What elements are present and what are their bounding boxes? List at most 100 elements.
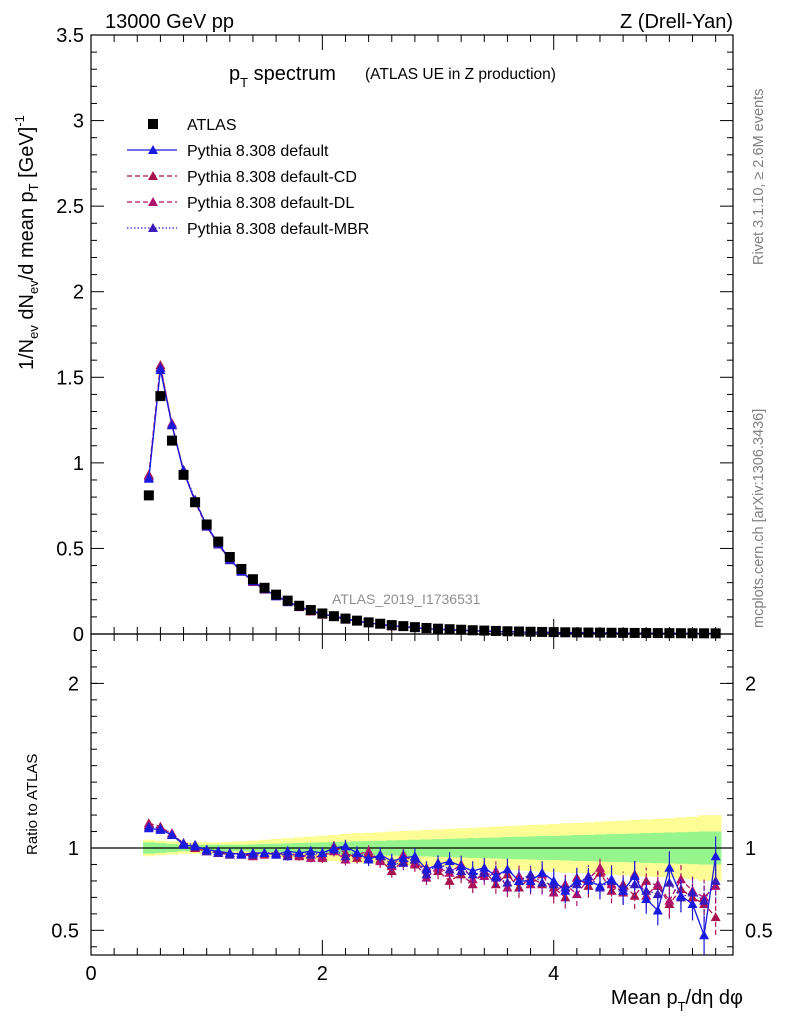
ratio-point: [352, 847, 363, 857]
atlas-point: [583, 627, 594, 638]
ratio-y-axis-label: Ratio to ATLAS: [24, 754, 41, 855]
legend-label: Pythia 8.308 default-CD: [187, 169, 357, 186]
legend-marker: [148, 145, 158, 154]
y-tick-label: 1: [73, 453, 84, 475]
atlas-point: [699, 628, 710, 639]
atlas-point: [675, 628, 686, 639]
atlas-point: [421, 623, 432, 634]
y-tick-label: 2.5: [56, 196, 84, 218]
ratio-point: [664, 895, 675, 905]
atlas-point: [514, 626, 524, 637]
atlas-point: [143, 490, 154, 501]
ratio-point: [282, 846, 293, 856]
ratio-point: [652, 879, 663, 889]
legend-marker: [148, 119, 158, 129]
ratio-point: [641, 894, 652, 904]
ratio-point: [166, 829, 177, 839]
ratio-point: [675, 874, 686, 884]
ratio-point: [664, 862, 675, 872]
ratio-point: [710, 851, 721, 861]
ratio-point: [328, 843, 339, 852]
y-tick-label: 3: [73, 111, 84, 133]
y-tick-label: 1.5: [56, 367, 84, 389]
atlas-point: [629, 627, 640, 638]
legend-marker: [148, 223, 158, 232]
ratio-line-3: [148, 825, 717, 902]
analysis-label: ATLAS_2019_I1736531: [332, 591, 481, 607]
ratio-point: [456, 861, 467, 871]
ratio-point: [213, 846, 224, 856]
y-tick-label: 0.5: [56, 538, 84, 560]
y-tick-label: 0: [73, 624, 84, 646]
ratio-point: [548, 875, 559, 885]
x-axis-label: Mean pT/dη dφ: [611, 987, 743, 1014]
ratio-point: [190, 841, 201, 851]
x-tick-label: 0: [85, 963, 96, 985]
header-left-label: 13000 GeV pp: [105, 11, 234, 33]
ratio-point: [710, 875, 721, 885]
atlas-point: [282, 595, 293, 606]
ratio-point: [675, 890, 686, 900]
ratio-point: [629, 870, 640, 880]
ratio-point: [652, 889, 663, 899]
y-tick-label: 2: [73, 282, 84, 304]
legend-marker: [148, 171, 158, 180]
ratio-point: [363, 846, 374, 856]
atlas-point: [190, 497, 201, 508]
atlas-point: [213, 536, 224, 547]
ratio-point: [710, 880, 721, 890]
ratio-point: [594, 862, 605, 872]
ratio-point: [514, 875, 524, 885]
ratio-point: [594, 880, 605, 890]
ratio-tick-label: 1: [68, 838, 79, 860]
ratio-point: [155, 824, 166, 834]
ratio-point: [502, 864, 513, 874]
ratio-point: [224, 847, 235, 857]
ratio-point: [606, 874, 617, 884]
legend-label: ATLAS: [187, 117, 237, 134]
atlas-point: [490, 625, 501, 636]
ratio-point: [687, 898, 698, 908]
chart-title-sub: T: [240, 75, 248, 90]
ratio-point: [560, 885, 571, 895]
ratio-point: [363, 854, 374, 864]
atlas-point: [444, 624, 455, 635]
atlas-point: [166, 435, 177, 446]
atlas-point: [352, 615, 363, 626]
ratio-point: [143, 823, 154, 833]
main-point: [166, 420, 177, 430]
ratio-point: [571, 875, 582, 885]
ratio-point: [305, 846, 316, 856]
atlas-point: [398, 621, 409, 632]
legend: ATLAS Pythia 8.308 default Pythia 8.308 de…: [127, 117, 369, 238]
ratio-point: [502, 882, 513, 892]
legend-item: Pythia 8.308 default-MBR: [127, 221, 369, 238]
legend-item: Pythia 8.308 default-CD: [127, 169, 357, 186]
chart-title: pT spectrum: [229, 63, 336, 90]
ratio-point: [652, 905, 663, 915]
axis-ticks: 0 0.5 1 1.5 2 2.5 3 3.5 0 2 4 0.5 0.5 1 1 2 2: [51, 25, 773, 985]
ratio-point: [629, 890, 640, 900]
atlas-point: [178, 469, 189, 480]
ratio-point: [178, 839, 189, 849]
atlas-point: [236, 563, 247, 574]
legend-label: Pythia 8.308 default-DL: [187, 195, 354, 212]
main-y-axis-label: 1/Nev dNev/d mean pT [GeV]-1: [12, 115, 41, 370]
atlas-point: [375, 618, 386, 629]
ratio-point: [421, 864, 432, 874]
ratio-tick-label-right: 1: [745, 838, 756, 860]
ratio-point: [699, 895, 710, 905]
ratio-point: [294, 847, 305, 857]
ratio-point: [247, 847, 258, 857]
atlas-point: [328, 611, 339, 622]
ratio-point: [375, 849, 386, 859]
atlas-point: [386, 620, 397, 631]
ratio-point: [236, 849, 247, 859]
ratio-point: [641, 875, 652, 885]
ratio-point: [386, 856, 397, 866]
ratio-point: [259, 847, 270, 857]
atlas-point: [606, 627, 617, 638]
legend-item: Pythia 8.308 default-DL: [127, 195, 354, 212]
legend-item: Pythia 8.308 default: [127, 143, 329, 160]
